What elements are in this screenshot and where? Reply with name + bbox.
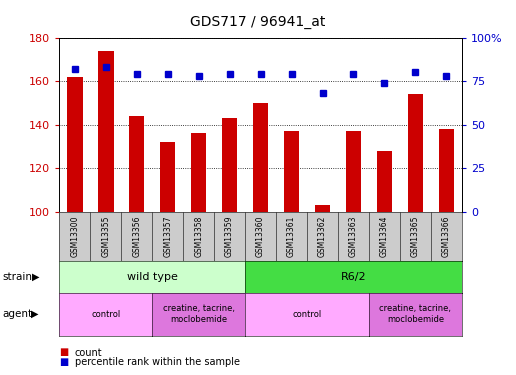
Text: GDS717 / 96941_at: GDS717 / 96941_at bbox=[190, 15, 326, 29]
Bar bbox=[191, 134, 206, 212]
Text: percentile rank within the sample: percentile rank within the sample bbox=[75, 357, 240, 367]
Bar bbox=[160, 142, 175, 212]
Bar bbox=[408, 94, 423, 212]
Bar bbox=[98, 51, 114, 212]
Text: count: count bbox=[75, 348, 103, 357]
Bar bbox=[222, 118, 237, 212]
Text: control: control bbox=[91, 310, 120, 319]
Text: GSM13361: GSM13361 bbox=[287, 216, 296, 257]
Text: agent: agent bbox=[3, 309, 33, 319]
Text: ▶: ▶ bbox=[32, 272, 40, 282]
Text: GSM13363: GSM13363 bbox=[349, 216, 358, 257]
Bar bbox=[377, 151, 392, 212]
Bar bbox=[129, 116, 144, 212]
Text: ■: ■ bbox=[59, 348, 69, 357]
Bar bbox=[253, 103, 268, 212]
Text: R6/2: R6/2 bbox=[341, 272, 366, 282]
Text: creatine, tacrine,
moclobemide: creatine, tacrine, moclobemide bbox=[163, 304, 235, 324]
Text: GSM13357: GSM13357 bbox=[163, 216, 172, 257]
Text: wild type: wild type bbox=[127, 272, 178, 282]
Bar bbox=[284, 131, 299, 212]
Text: GSM13358: GSM13358 bbox=[194, 216, 203, 257]
Text: creatine, tacrine,
moclobemide: creatine, tacrine, moclobemide bbox=[379, 304, 452, 324]
Text: strain: strain bbox=[3, 272, 33, 282]
Text: ▶: ▶ bbox=[31, 309, 39, 319]
Text: GSM13355: GSM13355 bbox=[101, 216, 110, 257]
Text: GSM13366: GSM13366 bbox=[442, 216, 451, 257]
Bar bbox=[439, 129, 454, 212]
Text: GSM13356: GSM13356 bbox=[132, 216, 141, 257]
Text: GSM13365: GSM13365 bbox=[411, 216, 420, 257]
Text: GSM13362: GSM13362 bbox=[318, 216, 327, 257]
Text: GSM13360: GSM13360 bbox=[256, 216, 265, 257]
Text: ■: ■ bbox=[59, 357, 69, 367]
Bar bbox=[315, 206, 330, 212]
Text: GSM13359: GSM13359 bbox=[225, 216, 234, 257]
Text: control: control bbox=[293, 310, 321, 319]
Text: GSM13364: GSM13364 bbox=[380, 216, 389, 257]
Bar bbox=[346, 131, 361, 212]
Text: GSM13300: GSM13300 bbox=[70, 216, 79, 257]
Bar bbox=[67, 77, 83, 212]
